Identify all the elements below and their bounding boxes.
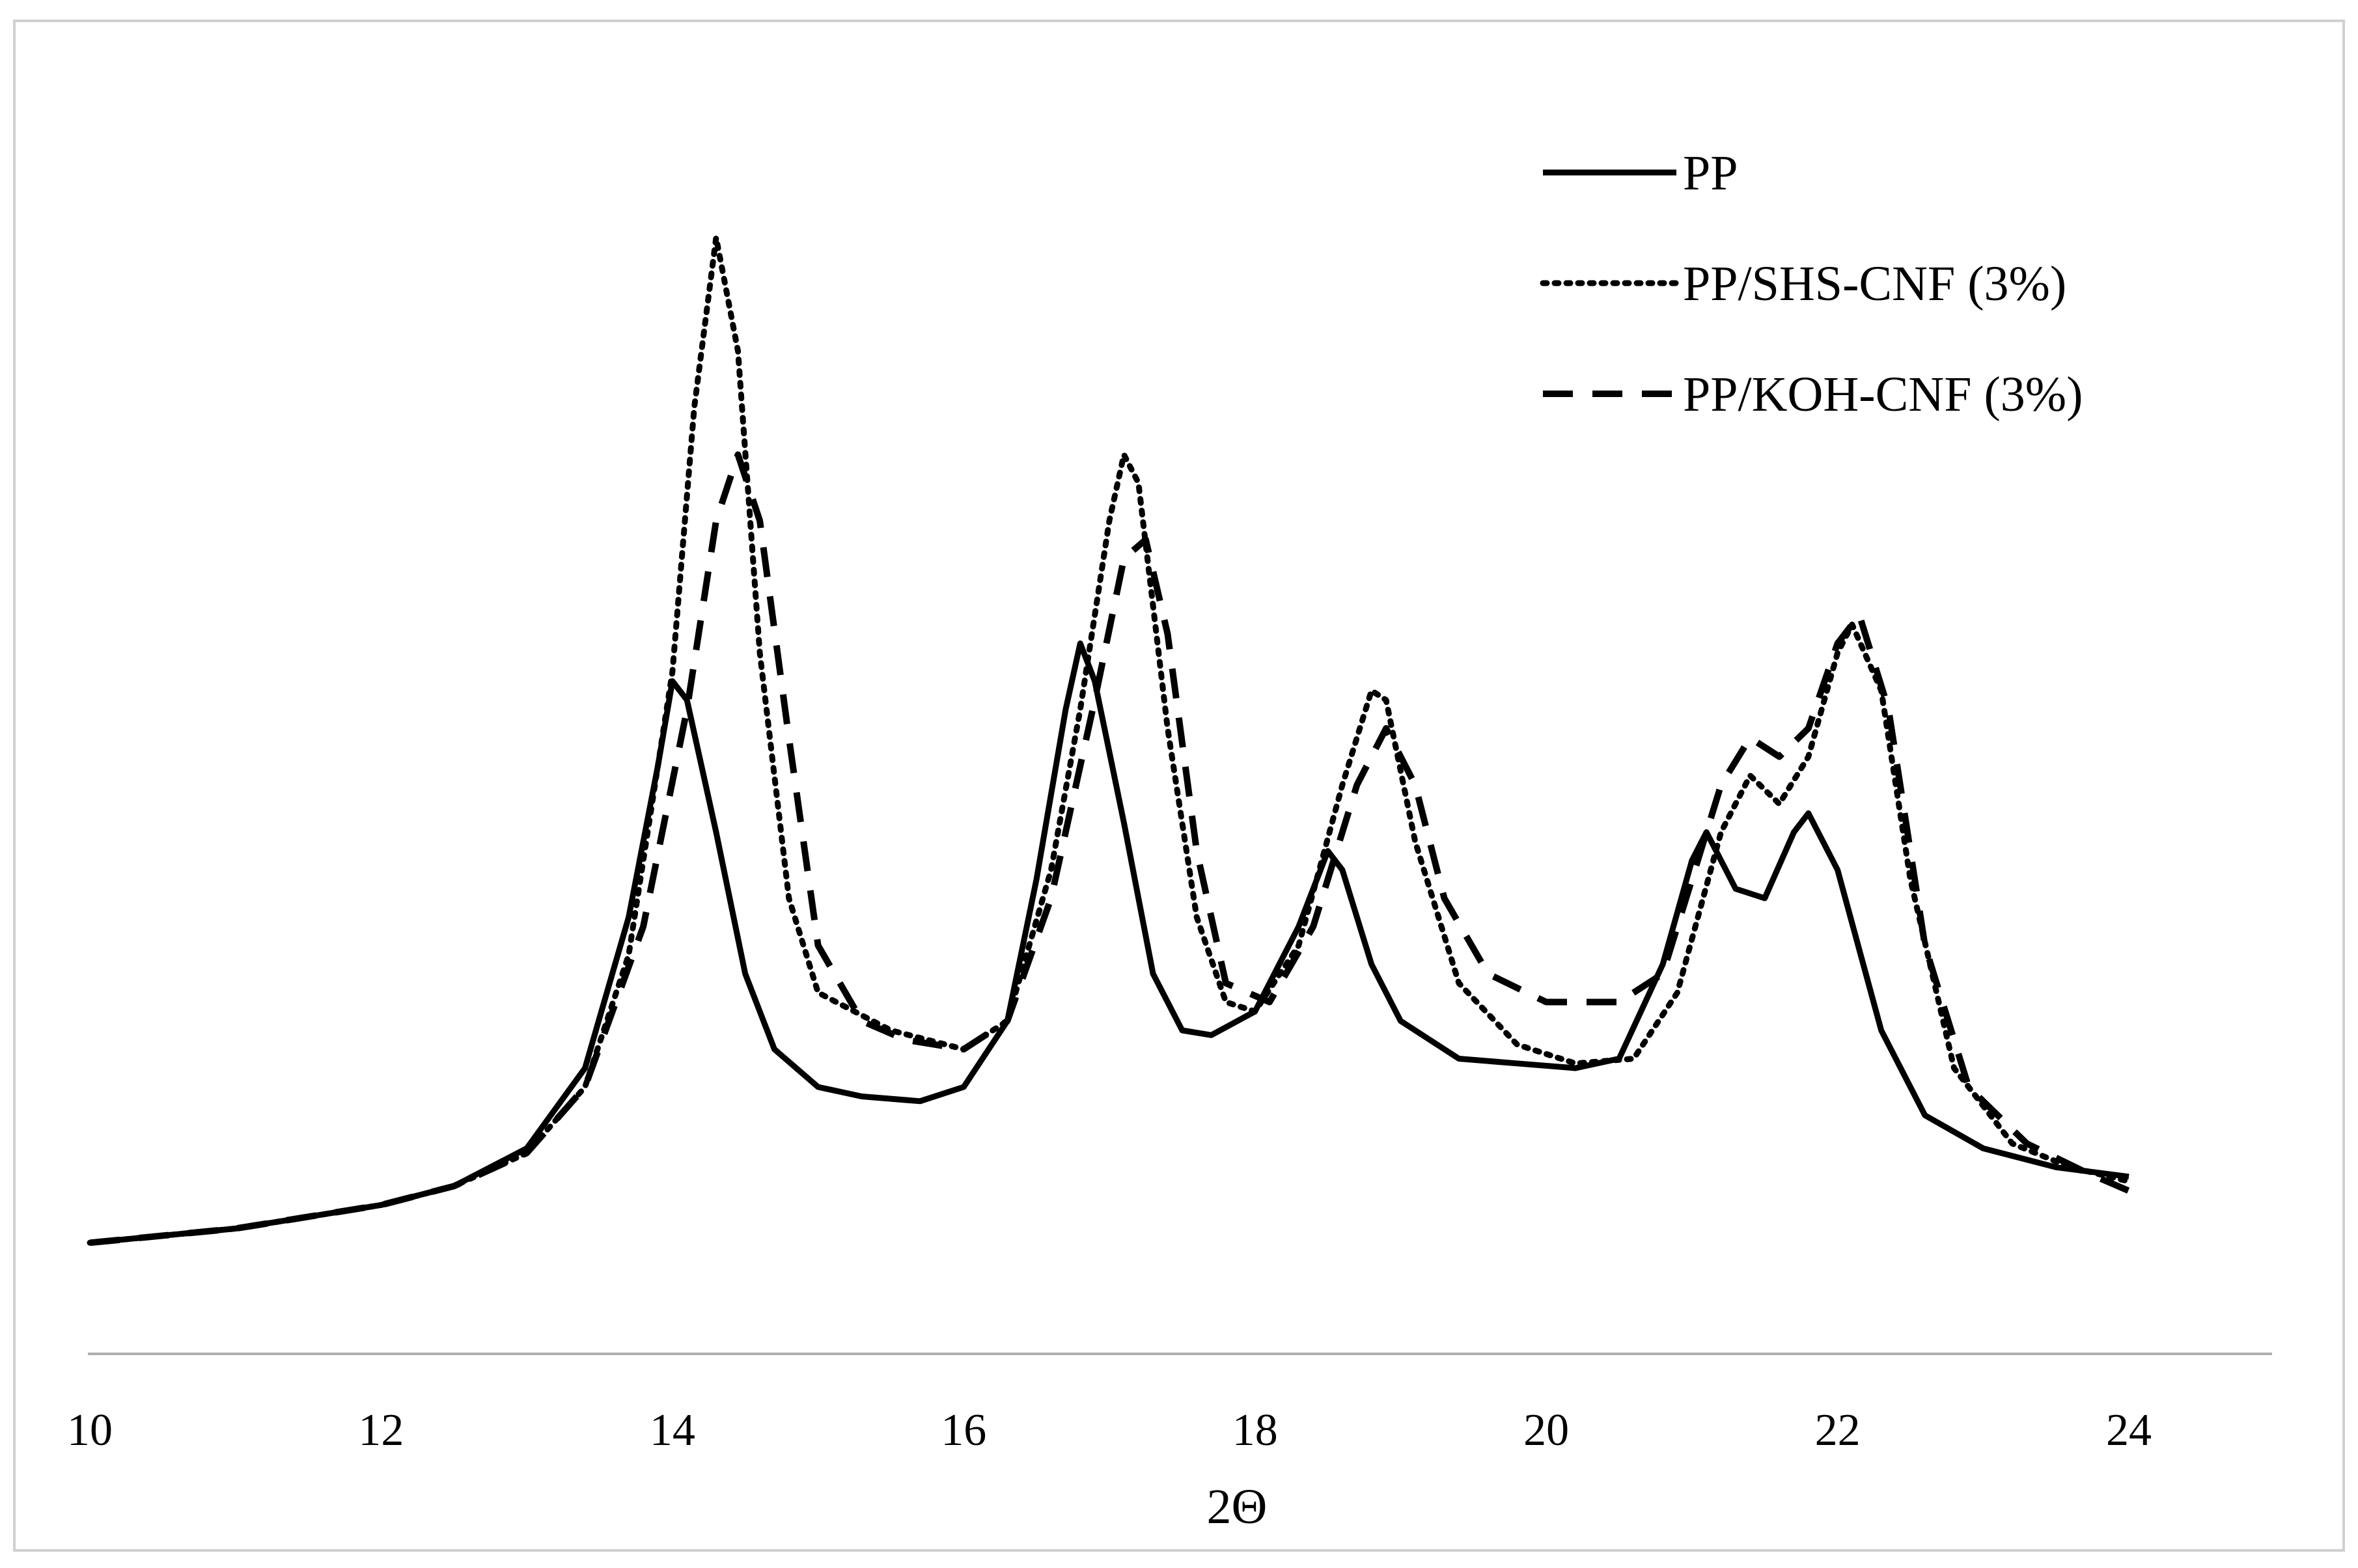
- chart-frame: [13, 20, 2345, 1552]
- x-tick-label: 24: [2106, 1405, 2152, 1455]
- legend: PP PP/SHS-CNF (3%) PP/KOH-CNF (3%): [1540, 146, 2083, 422]
- x-tick-label: 12: [358, 1405, 404, 1455]
- legend-label-1: PP: [1683, 146, 1738, 200]
- legend-label-2: PP/SHS-CNF (3%): [1683, 256, 2066, 311]
- x-tick-label: 22: [1815, 1405, 1861, 1455]
- x-tick-label: 16: [941, 1405, 986, 1455]
- x-tick-label: 18: [1232, 1405, 1278, 1455]
- legend-label-3: PP/KOH-CNF (3%): [1683, 367, 2083, 422]
- x-tick-label: 14: [650, 1405, 695, 1455]
- series-line-2: [87, 234, 2132, 1246]
- x-tick-label: 20: [1523, 1405, 1569, 1455]
- plot-lines: [87, 234, 2132, 1246]
- series-line-3: [89, 451, 2130, 1246]
- x-tick-label: 10: [67, 1405, 113, 1455]
- x-tick-labels: 10 12 14 16 18 20 22 24: [67, 1405, 2152, 1455]
- x-axis-title: 2Θ: [1207, 1479, 1268, 1534]
